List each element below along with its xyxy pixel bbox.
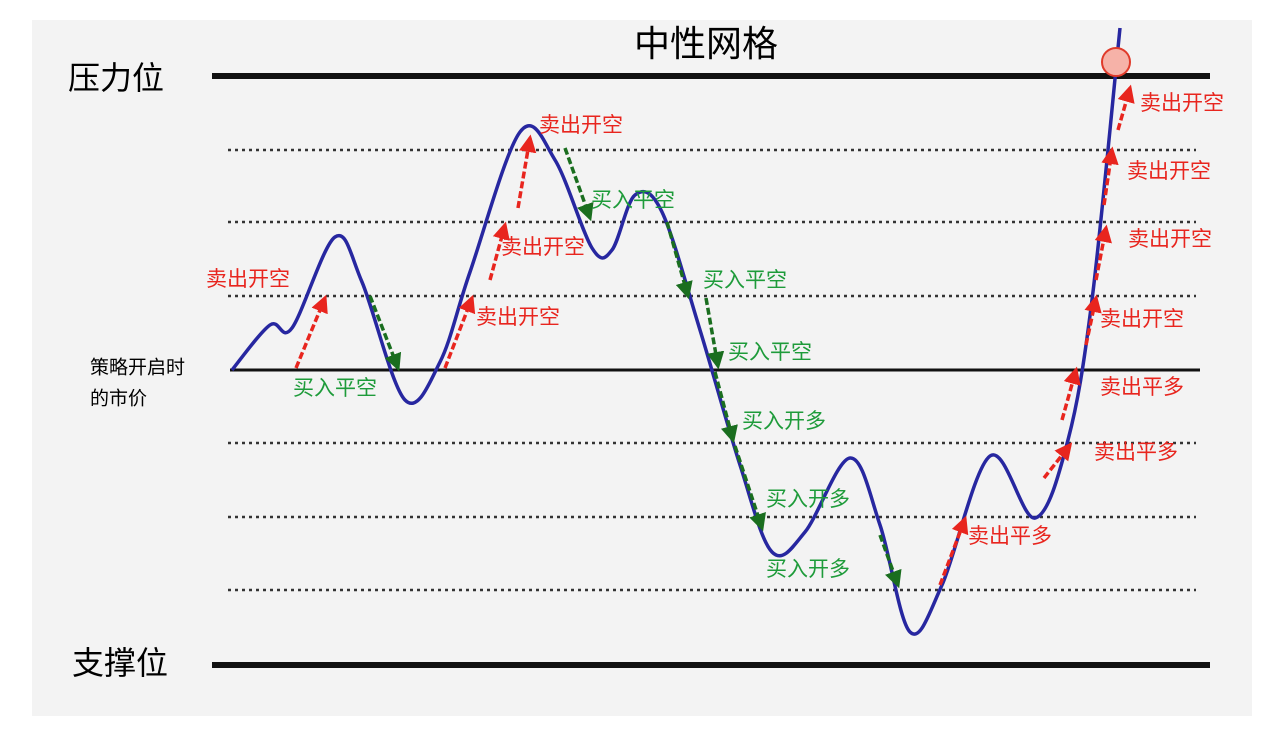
sell-annotation: 卖出开空: [539, 113, 623, 137]
sell-annotation: 卖出开空: [206, 267, 290, 291]
sell-annotation: 卖出平多: [1100, 375, 1184, 399]
sell-annotation: 卖出开空: [501, 235, 585, 259]
buy-annotation: 买入开多: [766, 487, 850, 511]
sell-annotation: 卖出开空: [1127, 159, 1211, 183]
sell-arrows: [294, 84, 1135, 586]
sell-annotation: 卖出平多: [1094, 440, 1178, 464]
buy-annotation: 买入开多: [766, 557, 850, 581]
title: 中性网格: [634, 24, 778, 65]
sell-annotation: 卖出开空: [476, 305, 560, 329]
sell-annotation: 卖出开空: [1140, 91, 1224, 115]
start-price-label: 的市价: [90, 388, 147, 410]
resistance-label: 压力位: [68, 59, 164, 97]
support-label: 支撑位: [72, 644, 168, 682]
sell-annotation: 卖出平多: [968, 524, 1052, 548]
sell-annotation: 卖出开空: [1128, 227, 1212, 251]
start-price-label: 策略开启时: [90, 357, 185, 379]
panel: [32, 20, 1252, 716]
buy-annotation: 买入平空: [703, 268, 787, 292]
annotations: 卖出开空卖出开空卖出开空卖出开空卖出开空卖出开空卖出开空卖出开空卖出平多卖出平多…: [206, 91, 1224, 581]
breakout-marker: [1101, 47, 1131, 77]
buy-annotation: 买入开多: [742, 409, 826, 433]
sell-annotation: 卖出开空: [1100, 307, 1184, 331]
buy-arrows: [368, 147, 902, 589]
buy-annotation: 买入平空: [591, 188, 675, 212]
buy-annotation: 买入平空: [293, 376, 377, 400]
buy-annotation: 买入平空: [728, 340, 812, 364]
